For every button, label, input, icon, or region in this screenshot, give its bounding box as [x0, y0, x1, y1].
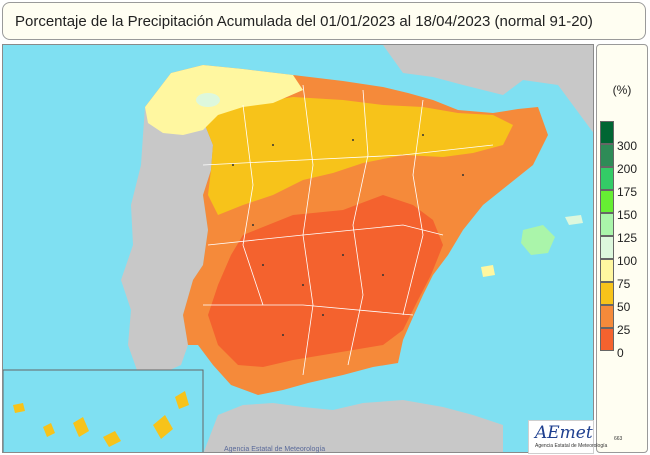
legend-swatch-75	[600, 259, 614, 282]
france-land	[303, 45, 593, 133]
legend-swatch-25	[600, 305, 614, 328]
legend-label-75: 75	[617, 277, 631, 291]
legend-swatch-150	[600, 190, 614, 213]
title-box: Porcentaje de la Precipitación Acumulada…	[2, 2, 646, 40]
legend-swatch-200	[600, 144, 614, 167]
legend-swatch-0	[600, 328, 614, 351]
legend-unit: (%)	[612, 83, 632, 97]
zone-0-25	[208, 195, 443, 367]
zone-75-100	[145, 65, 303, 135]
portugal-land	[121, 105, 213, 373]
legend-swatch-175	[600, 167, 614, 190]
legend-swatch-300	[600, 121, 614, 144]
legend-label-125: 125	[617, 231, 638, 245]
legend-label-300: 300	[617, 139, 638, 153]
legend-label-100: 100	[617, 254, 638, 268]
agency-credit: Agencia Estatal de Meteorología	[224, 446, 326, 453]
legend-panel: (%) 300 200 175 150 125 100 75 50 25 0	[596, 44, 648, 453]
legend-label-150: 150	[617, 208, 638, 222]
aemet-logo-subtitle: Agencia Estatal de Meteorología	[535, 443, 608, 449]
legend-label-25: 25	[617, 323, 631, 337]
zone-25-50	[203, 97, 513, 215]
legend-label-200: 200	[617, 162, 638, 176]
legend-label-50: 50	[617, 300, 631, 314]
aemet-logo-wordmark: AEmet	[535, 423, 593, 443]
map-code: 663	[614, 436, 623, 442]
station-dots	[232, 134, 464, 336]
zone-100-125	[196, 93, 220, 107]
legend-label-0: 0	[617, 346, 624, 360]
aemet-logo: AEmet Agencia Estatal de Meteorología	[528, 420, 607, 454]
legend-label-175: 175	[617, 185, 638, 199]
precipitation-map	[3, 45, 593, 452]
mallorca	[521, 225, 555, 255]
canary-inset-frame	[3, 369, 204, 452]
legend-swatch-100	[600, 236, 614, 259]
legend-swatch-125	[600, 213, 614, 236]
menorca	[565, 215, 583, 225]
map-frame	[2, 44, 594, 453]
province-boundaries	[202, 84, 494, 376]
ibiza	[481, 265, 495, 277]
map-title: Porcentaje de la Precipitación Acumulada…	[15, 13, 593, 30]
legend-swatch-50	[600, 282, 614, 305]
africa-land	[203, 400, 503, 452]
